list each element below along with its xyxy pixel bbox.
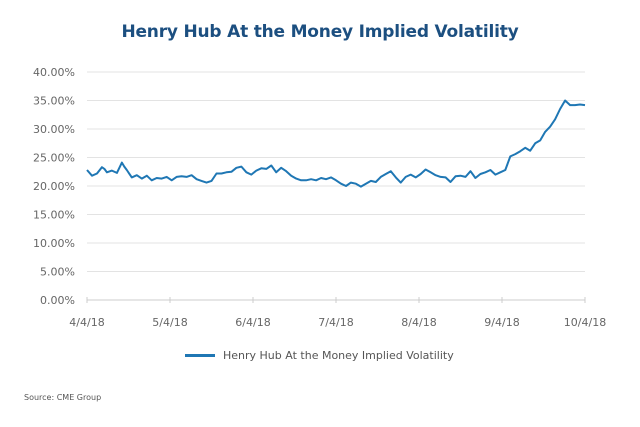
volatility-line <box>86 99 586 188</box>
y-axis-ticks: 0.00% 5.00% 10.00% 15.00% 20.00% 25.00% 30.00%… <box>33 66 75 307</box>
y-tick-label: 0.00% <box>40 294 75 307</box>
y-tick-label: 15.00% <box>33 209 75 222</box>
y-tick-label: 25.00% <box>33 152 75 165</box>
x-tick-label: 10/4/18 <box>564 316 606 329</box>
legend: Henry Hub At the Money Implied Volatilit… <box>185 349 454 362</box>
y-tick-label: 20.00% <box>33 180 75 193</box>
x-tick-label: 9/4/18 <box>484 316 519 329</box>
gridlines <box>86 71 586 303</box>
x-axis-ticks: 4/4/18 5/4/18 6/4/18 7/4/18 8/4/18 9/4/18 10/4… <box>69 316 606 329</box>
y-tick-label: 40.00% <box>33 66 75 79</box>
y-tick-label: 35.00% <box>33 95 75 108</box>
legend-swatch-icon <box>185 354 215 357</box>
x-tick-label: 8/4/18 <box>401 316 436 329</box>
x-tick-label: 5/4/18 <box>152 316 187 329</box>
x-tick-label: 6/4/18 <box>235 316 270 329</box>
line-chart: 0.00% 5.00% 10.00% 15.00% 20.00% 25.00% 30.00%… <box>33 66 606 329</box>
x-tick-label: 7/4/18 <box>318 316 353 329</box>
legend-label: Henry Hub At the Money Implied Volatilit… <box>223 349 454 362</box>
y-tick-label: 5.00% <box>40 266 75 279</box>
x-tick-label: 4/4/18 <box>69 316 104 329</box>
y-tick-label: 10.00% <box>33 237 75 250</box>
chart-title: Henry Hub At the Money Implied Volatilit… <box>121 22 519 42</box>
source-note: Source: CME Group <box>24 393 102 402</box>
y-tick-label: 30.00% <box>33 123 75 136</box>
